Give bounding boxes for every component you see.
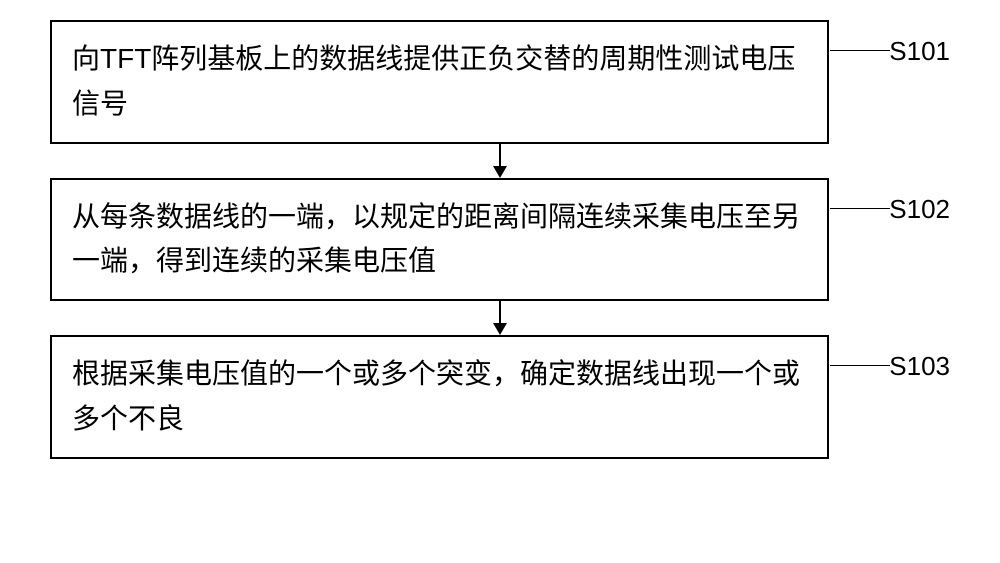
step-label-3: S103: [889, 351, 950, 382]
step-box-1: 向TFT阵列基板上的数据线提供正负交替的周期性测试电压信号: [50, 20, 829, 144]
arrow-head-2: [493, 323, 507, 335]
step-text-2: 从每条数据线的一端，以规定的距离间隔连续采集电压至另一端，得到连续的采集电压值: [72, 201, 800, 277]
label-connector-1: [830, 50, 890, 51]
arrow-line-2: [499, 301, 501, 323]
label-connector-2: [830, 208, 890, 209]
arrow-1: [110, 144, 890, 178]
step-box-3: 根据采集电压值的一个或多个突变，确定数据线出现一个或多个不良: [50, 335, 829, 459]
arrow-2: [110, 301, 890, 335]
step-text-3: 根据采集电压值的一个或多个突变，确定数据线出现一个或多个不良: [72, 358, 800, 434]
flowchart-container: 向TFT阵列基板上的数据线提供正负交替的周期性测试电压信号 S101 从每条数据…: [50, 20, 950, 459]
arrow-head-1: [493, 166, 507, 178]
step-row-3: 根据采集电压值的一个或多个突变，确定数据线出现一个或多个不良 S103: [50, 335, 950, 459]
arrow-line-1: [499, 144, 501, 166]
step-box-2: 从每条数据线的一端，以规定的距离间隔连续采集电压至另一端，得到连续的采集电压值: [50, 178, 829, 302]
label-connector-3: [830, 365, 890, 366]
step-row-2: 从每条数据线的一端，以规定的距离间隔连续采集电压至另一端，得到连续的采集电压值 …: [50, 178, 950, 302]
step-row-1: 向TFT阵列基板上的数据线提供正负交替的周期性测试电压信号 S101: [50, 20, 950, 144]
step-text-1: 向TFT阵列基板上的数据线提供正负交替的周期性测试电压信号: [72, 43, 795, 119]
step-label-1: S101: [889, 36, 950, 67]
step-label-2: S102: [889, 194, 950, 225]
